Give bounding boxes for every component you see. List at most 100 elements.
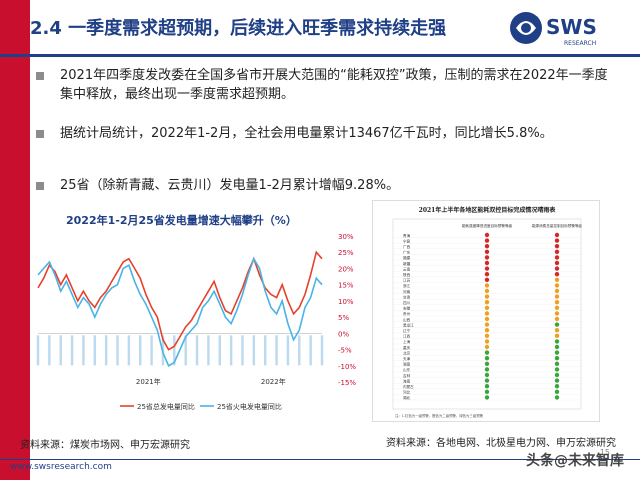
- x-tick-mark: [70, 335, 74, 366]
- table-region-label: 四川: [403, 301, 411, 305]
- y-tick-label: -10%: [338, 363, 356, 371]
- footer-url-link[interactable]: www.swsresearch.com: [10, 462, 112, 472]
- x-tick-mark: [36, 335, 40, 366]
- y-tick-label: 20%: [338, 265, 354, 273]
- table-frame: [392, 218, 582, 410]
- table-region-label: 陕西: [403, 272, 411, 277]
- table-region-label: 内蒙古: [403, 384, 414, 389]
- x-tick-mark: [309, 335, 312, 366]
- x-tick-mark: [82, 335, 85, 366]
- table-col2-header: 能源消费总量控制目标预警等级: [532, 223, 583, 228]
- table-level2-dot: [554, 300, 560, 305]
- logo-text: SWS: [546, 15, 597, 39]
- table-level2-dot: [554, 311, 560, 316]
- header-divider: [0, 54, 640, 57]
- y-tick-label: -5%: [338, 347, 352, 355]
- bullet-square-icon: [36, 130, 44, 138]
- table-region-label: 黑龙江: [403, 322, 414, 327]
- table-level2-dot: [554, 367, 560, 372]
- table-level2-dot: [554, 328, 560, 333]
- x-tick-mark: [104, 335, 108, 366]
- year-label: 2021年: [136, 377, 161, 386]
- table-region-label: 湖南: [403, 362, 411, 367]
- table-level1-dot: [484, 356, 490, 361]
- table-level1-dot: [484, 232, 490, 238]
- table-region-label: 浙江: [403, 283, 411, 288]
- table-region-label: 辽宁: [403, 328, 411, 333]
- table-level2-dot: [554, 249, 560, 254]
- y-tick-label: 25%: [338, 249, 354, 257]
- table-region-label: 江西: [403, 334, 411, 339]
- table-level1-dot: [484, 361, 490, 366]
- source-left: 资料来源：煤炭市场网、申万宏源研究: [20, 440, 190, 451]
- legend-label: 25省火电发电量同比: [217, 402, 282, 411]
- table-level1-dot: [484, 389, 490, 394]
- table-region-label: 山西: [403, 317, 411, 322]
- table-level1-dot: [484, 260, 490, 266]
- table-level1-dot: [484, 272, 490, 277]
- y-tick-label: -15%: [338, 379, 356, 387]
- table-level1-dot: [484, 344, 490, 350]
- bullet-square-icon: [36, 182, 44, 190]
- x-tick-mark: [241, 335, 244, 366]
- table-level1-dot: [484, 277, 490, 282]
- x-tick-mark: [184, 335, 187, 366]
- table-region-label: 广东: [403, 250, 411, 255]
- table-region-label: 重庆: [403, 345, 411, 350]
- x-tick-mark: [127, 335, 131, 366]
- table-level1-dot: [484, 238, 490, 243]
- bullet-text: 2021年四季度发改委在全国多省市开展大范围的“能耗双控”政策，压制的需求在20…: [60, 68, 608, 102]
- x-tick-mark: [139, 335, 142, 366]
- table-level2-dot: [554, 294, 560, 299]
- table-level1-dot: [484, 266, 490, 271]
- table-level2-dot: [554, 389, 560, 394]
- legend-label: 25省总发电量同比: [137, 402, 195, 411]
- table-level2-dot: [554, 339, 560, 344]
- table-level1-dot: [484, 283, 490, 288]
- slide-title: 2.4 一季度需求超预期，后续进入旺季需求持续走强: [30, 18, 447, 39]
- x-tick-mark: [48, 335, 51, 366]
- table-level1-dot: [484, 372, 490, 378]
- table-level1-dot: [484, 316, 490, 322]
- table-level2-dot: [554, 305, 560, 310]
- x-tick-mark: [116, 335, 119, 366]
- logo-subtext: RESEARCH: [564, 40, 596, 47]
- table-level1-dot: [484, 378, 490, 383]
- table-region-label: 山东: [403, 367, 411, 372]
- table-level2-dot: [554, 238, 560, 243]
- table-region-label: 河北: [403, 390, 411, 395]
- chart-title: 2022年1-2月25省发电量增速大幅攀升（%）: [66, 214, 297, 227]
- table-level2-dot: [554, 316, 560, 322]
- table-level1-dot: [484, 333, 490, 338]
- table-level2-dot: [554, 232, 560, 238]
- table-level2-dot: [554, 255, 560, 260]
- table-region-label: 新疆: [403, 261, 411, 266]
- table-region-label: 安徽: [403, 306, 411, 311]
- series-line-1: [37, 256, 323, 367]
- source-right: 资料来源：各地电网、北极星电力网、申万宏源研究: [386, 438, 616, 449]
- table-level1-dot: [484, 322, 490, 327]
- table-region-label: 广西: [403, 244, 411, 249]
- table-level1-dot: [484, 311, 490, 316]
- x-tick-mark: [93, 335, 96, 366]
- x-tick-mark: [286, 335, 290, 366]
- table-level1-dot: [484, 294, 490, 299]
- table-region-label: 贵州: [403, 311, 411, 316]
- table-level1-dot: [484, 305, 490, 310]
- table-level1-dot: [484, 249, 490, 254]
- x-tick-mark: [229, 335, 233, 366]
- x-tick-mark: [252, 335, 256, 366]
- sws-logo: SWS RESEARCH: [508, 8, 626, 48]
- bullet-text: 据统计局统计，2022年1-2月，全社会用电量累计13467亿千瓦时，同比增长5…: [60, 126, 553, 141]
- y-tick-label: 5%: [338, 314, 349, 322]
- x-tick-mark: [150, 335, 153, 366]
- table-region-label: 北京: [403, 350, 411, 355]
- table-level1-dot: [484, 244, 490, 249]
- y-tick-label: 15%: [338, 282, 354, 290]
- table-region-label: 上海: [403, 339, 411, 344]
- table-level2-dot: [554, 288, 560, 294]
- table-level2-dot: [554, 356, 560, 361]
- table-level2-dot: [554, 272, 560, 277]
- table-level1-dot: [484, 328, 490, 333]
- table-level2-dot: [554, 384, 560, 389]
